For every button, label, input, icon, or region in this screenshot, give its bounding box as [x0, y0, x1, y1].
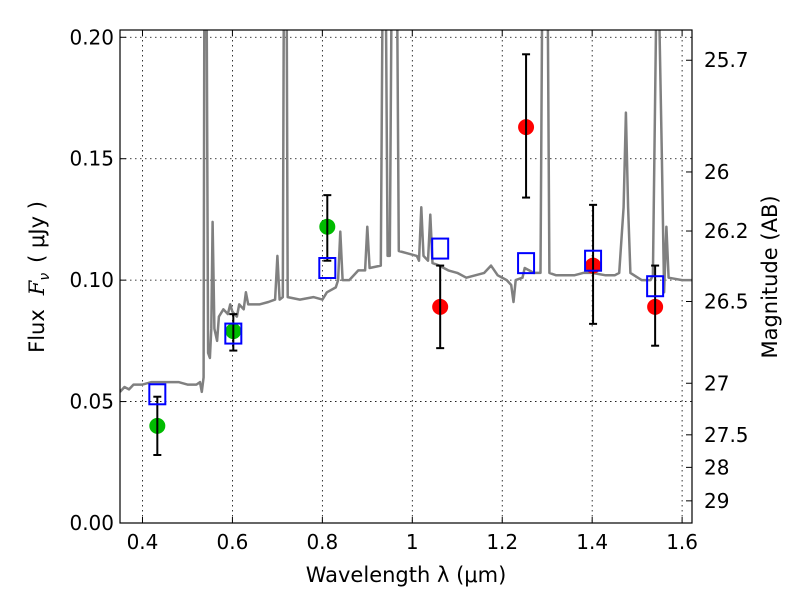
axes-frame — [119, 29, 693, 524]
model-spectrum-line — [120, 30, 692, 394]
x-tick-label: 1.4 — [576, 530, 608, 554]
model-photometry-point — [646, 275, 665, 298]
y2-tick-label: 27 — [704, 371, 729, 395]
x-tick-label: 0.8 — [306, 530, 338, 554]
x-tick-label: 0.4 — [127, 530, 159, 554]
y2-tick-label: 25.7 — [704, 48, 749, 72]
x-tick-label: 1.6 — [666, 530, 698, 554]
model-photometry-point — [148, 383, 167, 406]
y-axis-label: FluxFν( μJy ) — [25, 201, 53, 353]
ticks: 0.4 0.6 0.8 1 1.2 1.4 1.6 0.00 0.05 0.10 0.15 0.20 2… — [69, 25, 748, 554]
model-photometry-point — [224, 322, 243, 345]
model-photometry-point — [517, 252, 536, 275]
y-tick-label: 0.10 — [69, 268, 114, 292]
y-tick-label: 0.15 — [69, 147, 114, 171]
x-tick-label: 1 — [406, 530, 419, 554]
plot-area — [120, 30, 692, 456]
y2-tick-label: 26.2 — [704, 219, 749, 243]
y-tick-label: 0.20 — [69, 25, 114, 49]
model-photometry-point — [431, 237, 450, 260]
model-photometry-point — [584, 249, 603, 272]
x-tick-label: 0.6 — [217, 530, 249, 554]
x-tick-label: 1.2 — [486, 530, 518, 554]
y-tick-label: 0.00 — [69, 511, 114, 535]
y2-tick-label: 29 — [704, 489, 729, 513]
y2-tick-label: 26 — [704, 160, 729, 184]
y2-axis-label: Magnitude (AB) — [758, 195, 782, 358]
y2-tick-label: 26.5 — [704, 290, 749, 314]
model-photometry-point — [318, 257, 337, 279]
y-tick-label: 0.05 — [69, 390, 114, 414]
y2-tick-label: 27.5 — [704, 423, 749, 447]
x-axis-label: Wavelength λ (μm) — [306, 563, 507, 587]
y2-tick-label: 28 — [704, 455, 729, 479]
